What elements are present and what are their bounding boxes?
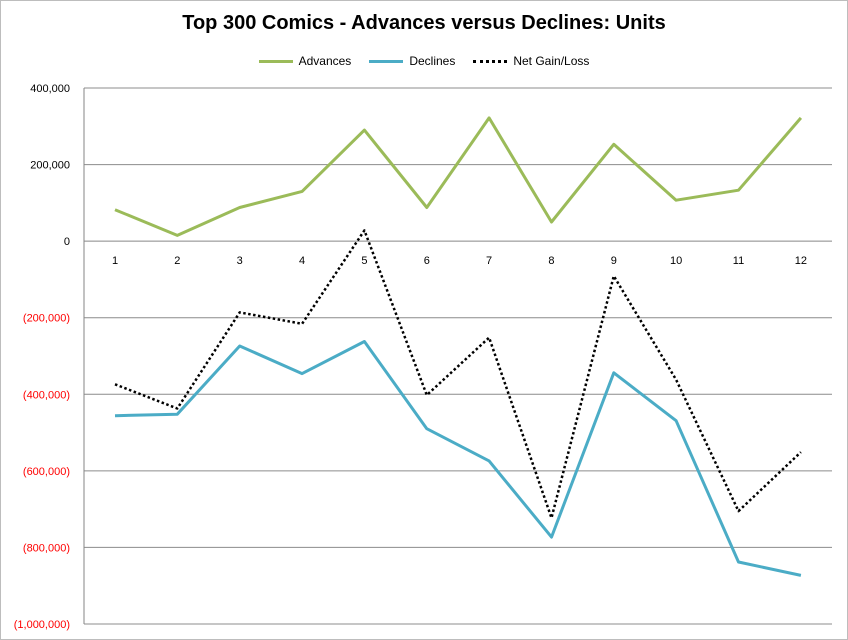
data-point [612, 371, 616, 375]
legend-item-net: Net Gain/Loss [473, 54, 589, 68]
x-tick-label: 5 [361, 255, 367, 267]
data-point [487, 459, 491, 463]
data-point [362, 228, 366, 232]
data-point [549, 535, 553, 539]
x-tick-label: 12 [795, 255, 807, 267]
series-lines [113, 116, 803, 577]
data-point [425, 427, 429, 431]
data-point [300, 372, 304, 376]
data-point [425, 393, 429, 397]
x-tick-label: 2 [174, 255, 180, 267]
y-tick-label: (200,000) [23, 313, 70, 325]
data-point [300, 322, 304, 326]
data-point [113, 382, 117, 386]
legend-label-advances: Advances [298, 54, 352, 68]
data-point [487, 116, 491, 120]
x-tick-label: 10 [670, 255, 682, 267]
y-tick-label: 400,000 [30, 83, 70, 95]
chart-title: Top 300 Comics - Advances versus Decline… [182, 12, 666, 34]
y-tick-label: (800,000) [23, 542, 70, 554]
legend-label-net: Net Gain/Loss [513, 54, 590, 68]
data-point [799, 573, 803, 577]
data-point [425, 205, 429, 209]
y-tick-label: 200,000 [30, 160, 70, 172]
series-line-advances [114, 116, 803, 237]
data-point [612, 274, 616, 278]
x-tick-label: 8 [548, 255, 554, 267]
legend: Advances Declines Net Gain/Loss [0, 54, 848, 68]
data-point [175, 406, 179, 410]
data-point [175, 412, 179, 416]
x-axis-ticks: 1 2 3 4 5 6 7 8 9 10 11 12 [112, 255, 807, 267]
legend-swatch-advances [258, 59, 293, 63]
data-point [549, 220, 553, 224]
series-line-net-gain-loss [114, 229, 802, 520]
x-tick-label: 11 [733, 255, 744, 267]
data-point [674, 378, 678, 382]
grid-lines [83, 87, 832, 625]
x-tick-label: 7 [486, 255, 492, 267]
data-point [238, 344, 242, 348]
legend-swatch-net [473, 59, 508, 63]
x-tick-label: 9 [611, 255, 617, 267]
data-point [737, 560, 741, 564]
data-point [549, 516, 553, 520]
legend-label-declines: Declines [409, 54, 456, 68]
y-axis-ticks: 400,000 200,000 0 (200,000) (400,000) (600,00… [14, 83, 70, 631]
data-point [737, 188, 741, 192]
x-tick-label: 4 [299, 255, 305, 267]
data-point [113, 414, 117, 418]
x-tick-label: 6 [424, 255, 430, 267]
legend-item-declines: Declines [369, 54, 455, 68]
data-point [362, 339, 366, 343]
y-tick-label: (600,000) [23, 466, 70, 478]
legend-item-advances: Advances [258, 54, 352, 68]
y-tick-label: (1,000,000) [14, 619, 70, 631]
data-point [113, 208, 117, 212]
data-point [238, 310, 242, 314]
data-point [238, 205, 242, 209]
legend-swatch-declines [369, 59, 404, 63]
data-point [612, 142, 616, 146]
data-point [674, 198, 678, 202]
x-tick-label: 1 [112, 255, 118, 267]
data-point [737, 509, 741, 513]
data-point [799, 450, 803, 454]
data-point [674, 419, 678, 423]
data-point [487, 336, 491, 340]
y-tick-label: (400,000) [23, 389, 70, 401]
y-tick-label: 0 [64, 236, 70, 248]
series-line-declines [114, 340, 802, 577]
data-point [362, 128, 366, 132]
data-point [799, 116, 803, 120]
data-point [175, 233, 179, 237]
data-point [300, 189, 304, 193]
x-tick-label: 3 [237, 255, 243, 267]
